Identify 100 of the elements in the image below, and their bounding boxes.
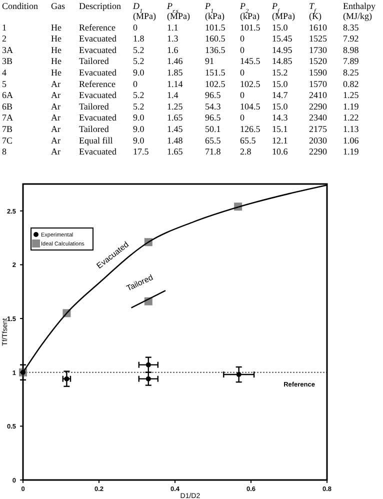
- text: Reference: [79, 22, 116, 32]
- text: 3B: [2, 56, 13, 66]
- text: Equal fill: [79, 135, 114, 146]
- text: 14.3: [272, 112, 288, 123]
- text: 6B: [2, 101, 13, 112]
- text: 2175: [309, 124, 328, 134]
- text: 15.1: [272, 124, 288, 134]
- text: 7C: [2, 135, 13, 146]
- text: 5.2: [133, 56, 144, 66]
- text: 5.2: [133, 101, 144, 112]
- text: 14.85: [272, 56, 293, 66]
- text: 10.6: [272, 146, 288, 157]
- text: 1.85: [167, 68, 184, 78]
- text: Tailored: [79, 124, 110, 134]
- text: 65.5: [240, 135, 256, 146]
- text: Enthalpy (MJ/kg): [343, 1, 376, 21]
- text: Ar: [51, 124, 60, 134]
- text: He: [51, 34, 62, 44]
- text: 1.22: [343, 112, 359, 123]
- text: Description: [79, 1, 122, 11]
- text: Ar: [51, 112, 60, 123]
- text: 0: [133, 78, 138, 89]
- text: Evacuated: [79, 44, 117, 55]
- text: 2290: [309, 101, 328, 112]
- text: Evacuated: [79, 34, 117, 44]
- text: 102.5: [240, 78, 261, 89]
- text: 145.5: [240, 56, 261, 66]
- text: 5.2: [133, 44, 144, 55]
- text: 1.3: [167, 34, 179, 44]
- text: T$_{f}$ (K): [309, 1, 322, 21]
- text: 96.5: [205, 90, 222, 100]
- text: 1.6: [167, 44, 179, 55]
- text: Reference: [79, 78, 116, 89]
- text: 1.48: [167, 135, 184, 146]
- text: 12.1: [272, 135, 288, 146]
- text: 1.25: [343, 90, 360, 100]
- text: Ar: [51, 101, 60, 112]
- text: 17.5: [133, 146, 150, 157]
- text: Tailored: [79, 56, 110, 66]
- text: 9.0: [133, 68, 145, 78]
- text: 65.5: [205, 135, 222, 146]
- text: 2030: [309, 135, 328, 146]
- text: 0: [240, 34, 245, 44]
- text: 4: [2, 68, 7, 78]
- text: 9.0: [133, 124, 145, 134]
- text: 1.4: [167, 90, 179, 100]
- text: 1730: [309, 44, 328, 55]
- text: 9.0: [133, 112, 145, 123]
- text: 0: [240, 90, 245, 100]
- text: He: [51, 44, 62, 55]
- text: He: [51, 68, 62, 78]
- text: 1.13: [343, 124, 360, 134]
- text: 15.2: [272, 68, 288, 78]
- text: P$_{f}$ (MPa): [271, 1, 295, 21]
- text: 102.5: [205, 78, 226, 89]
- text: Evacuated: [79, 68, 117, 78]
- point: [146, 376, 151, 382]
- text: Condition: [2, 1, 39, 11]
- text: 1.8: [133, 34, 145, 44]
- text: 136.5: [205, 44, 226, 55]
- text: 8.25: [343, 68, 360, 78]
- text: 7A: [2, 112, 14, 123]
- text: 6A: [2, 90, 14, 100]
- text: 1.45: [167, 124, 184, 134]
- text: 1.14: [167, 78, 184, 89]
- text: 54.3: [205, 101, 222, 112]
- text: 160.5: [205, 34, 226, 44]
- text: 15.45: [272, 34, 293, 44]
- text: 0: [240, 112, 245, 123]
- text: 91: [205, 56, 214, 66]
- text: 1610: [309, 22, 328, 32]
- text: 5: [2, 78, 7, 89]
- text: 0: [240, 44, 245, 55]
- text: P$_{2}$ (kPa): [239, 1, 260, 21]
- text: 2340: [309, 112, 328, 123]
- text: 1.19: [343, 146, 360, 157]
- text: Ar: [51, 90, 60, 100]
- text: Tailored: [79, 101, 110, 112]
- text: 14.95: [272, 44, 293, 55]
- text: Ar: [51, 135, 60, 146]
- text: D$_{1}$ (MPa): [132, 1, 156, 21]
- text: 8.35: [343, 22, 360, 32]
- text: 14.7: [272, 90, 288, 100]
- text: 5.2: [133, 90, 144, 100]
- text: He: [51, 56, 62, 66]
- point: [146, 362, 151, 368]
- text: 0: [240, 68, 245, 78]
- text: 8.98: [343, 44, 360, 55]
- text: 0.82: [343, 78, 359, 89]
- text: 1.46: [167, 56, 184, 66]
- text: 1570: [309, 78, 328, 89]
- point: [236, 372, 242, 378]
- text: 0: [133, 22, 138, 32]
- text: 7.89: [343, 56, 360, 66]
- text: 104.5: [240, 101, 261, 112]
- text: 7B: [2, 124, 13, 134]
- text: Ar: [51, 146, 60, 157]
- text: 1.19: [343, 101, 360, 112]
- text: 71.8: [205, 146, 222, 157]
- text: Evacuated: [79, 90, 117, 100]
